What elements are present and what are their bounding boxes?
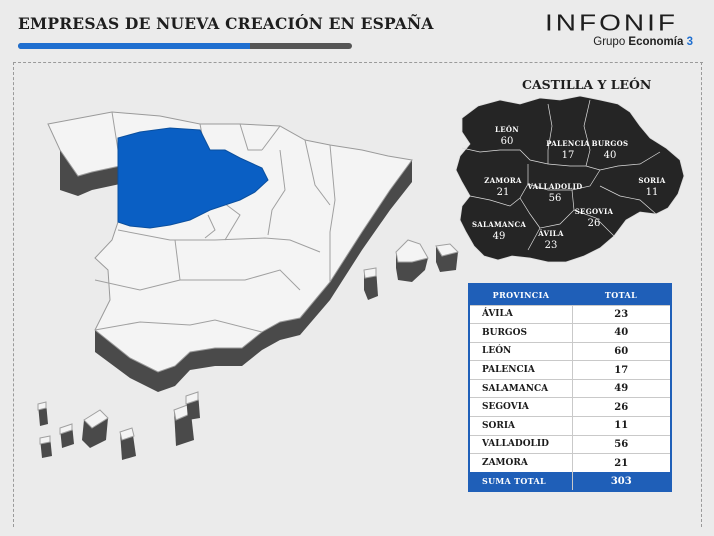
cell-total: 21 [572, 453, 671, 473]
inset-title: CASTILLA Y LEÓN [522, 77, 652, 92]
cell-total: 56 [572, 434, 671, 454]
inset-label-value: 49 [492, 231, 506, 242]
table-row: PALENCIA 17 [469, 360, 671, 380]
cell-provincia: VALLADOLID [469, 434, 573, 454]
table-row: SALAMANCA 49 [469, 378, 671, 398]
cell-provincia: PALENCIA [469, 360, 573, 380]
castilla-y-leon-region [117, 127, 269, 229]
cell-total: 49 [572, 378, 671, 398]
page-title: EMPRESAS DE NUEVA CREACIÓN EN ESPAÑA [18, 14, 434, 33]
table-header-row: PROVINCIA TOTAL [469, 284, 671, 305]
cell-total-label: SUMA TOTAL [469, 472, 573, 492]
inset-label-segovia: SEGOVIA 26 [575, 206, 614, 230]
inset-label-palencia: PALENCIA 17 [546, 138, 590, 162]
cell-provincia: SORIA [469, 416, 573, 436]
inset-label-name: ZAMORA [484, 176, 522, 185]
castilla-y-leon-inset-map [455, 95, 685, 263]
table-row: BURGOS 40 [469, 323, 671, 343]
table-row: ZAMORA 21 [469, 453, 671, 473]
balearic-islands [363, 239, 459, 300]
column-header-total: TOTAL [572, 284, 671, 305]
region-borders [94, 111, 336, 333]
inset-label-value: 60 [500, 136, 514, 147]
cell-total: 23 [572, 304, 671, 324]
table-row: SEGOVIA 26 [469, 397, 671, 417]
cell-total: 26 [572, 397, 671, 417]
title-underline-accent [18, 43, 250, 49]
cell-provincia: LEÓN [469, 341, 573, 361]
companies-table: PROVINCIA TOTAL ÁVILA 23 BURGOS 40 LEÓN 60 … [468, 283, 672, 493]
table-row: LEÓN 60 [469, 341, 671, 361]
north-coast-extrusion [60, 150, 140, 196]
logo-wordmark: INFONIF [545, 9, 678, 36]
inset-label-value: 23 [544, 240, 558, 251]
cell-provincia: ÁVILA [469, 304, 573, 324]
cell-provincia: BURGOS [469, 323, 573, 343]
cell-total-value: 303 [572, 472, 671, 492]
table-row: SORIA 11 [469, 416, 671, 436]
inset-label-leon: LEÓN 60 [495, 124, 519, 148]
column-header-provincia: PROVINCIA [469, 284, 572, 305]
table-total-row: SUMA TOTAL 303 [469, 472, 671, 492]
logo-tagline-number: 3 [686, 36, 693, 48]
cell-total: 17 [572, 360, 671, 380]
inset-label-value: 17 [561, 150, 575, 161]
logo-tagline: Grupo Economía 3 [593, 36, 693, 48]
cell-total: 11 [572, 416, 671, 436]
inset-label-name: SEGOVIA [574, 207, 614, 216]
mainland-extrusion [95, 160, 412, 392]
inset-label-value: 56 [548, 193, 562, 204]
cell-provincia: SALAMANCA [469, 378, 573, 398]
content-frame-right [701, 62, 702, 527]
inset-label-name: SALAMANCA [471, 220, 527, 229]
inset-label-name: LEÓN [495, 125, 519, 134]
inset-label-value: 40 [603, 150, 617, 161]
cell-provincia: ZAMORA [469, 453, 573, 473]
inset-label-value: 26 [587, 218, 601, 229]
inset-label-value: 21 [496, 187, 510, 198]
inset-label-name: BURGOS [591, 139, 629, 148]
inset-label-name: PALENCIA [546, 139, 590, 148]
inset-label-name: VALLADOLID [527, 182, 583, 191]
cell-total: 60 [572, 341, 671, 361]
inset-label-avila: ÁVILA 23 [538, 228, 563, 252]
title-underline [18, 43, 352, 49]
table-row: VALLADOLID 56 [469, 434, 671, 454]
cell-total: 40 [572, 323, 671, 343]
canary-islands [37, 391, 200, 460]
inset-label-value: 11 [645, 187, 659, 198]
inset-label-name: SORIA [638, 176, 666, 185]
logo-tagline-bold: Economía [628, 36, 684, 48]
inset-label-burgos: BURGOS 40 [592, 138, 629, 162]
infonif-logo: INFONIF Grupo Economía 3 [543, 9, 693, 51]
logo-tagline-prefix: Grupo [593, 36, 629, 48]
cell-provincia: SEGOVIA [469, 397, 573, 417]
content-frame [13, 62, 703, 527]
inset-label-zamora: ZAMORA 21 [484, 175, 521, 199]
inset-label-name: ÁVILA [538, 229, 564, 238]
table-row: ÁVILA 23 [469, 304, 671, 324]
inset-label-valladolid: VALLADOLID 56 [527, 181, 582, 205]
inset-label-salamanca: SALAMANCA 49 [472, 219, 526, 243]
inset-label-soria: SORIA 11 [638, 175, 665, 199]
